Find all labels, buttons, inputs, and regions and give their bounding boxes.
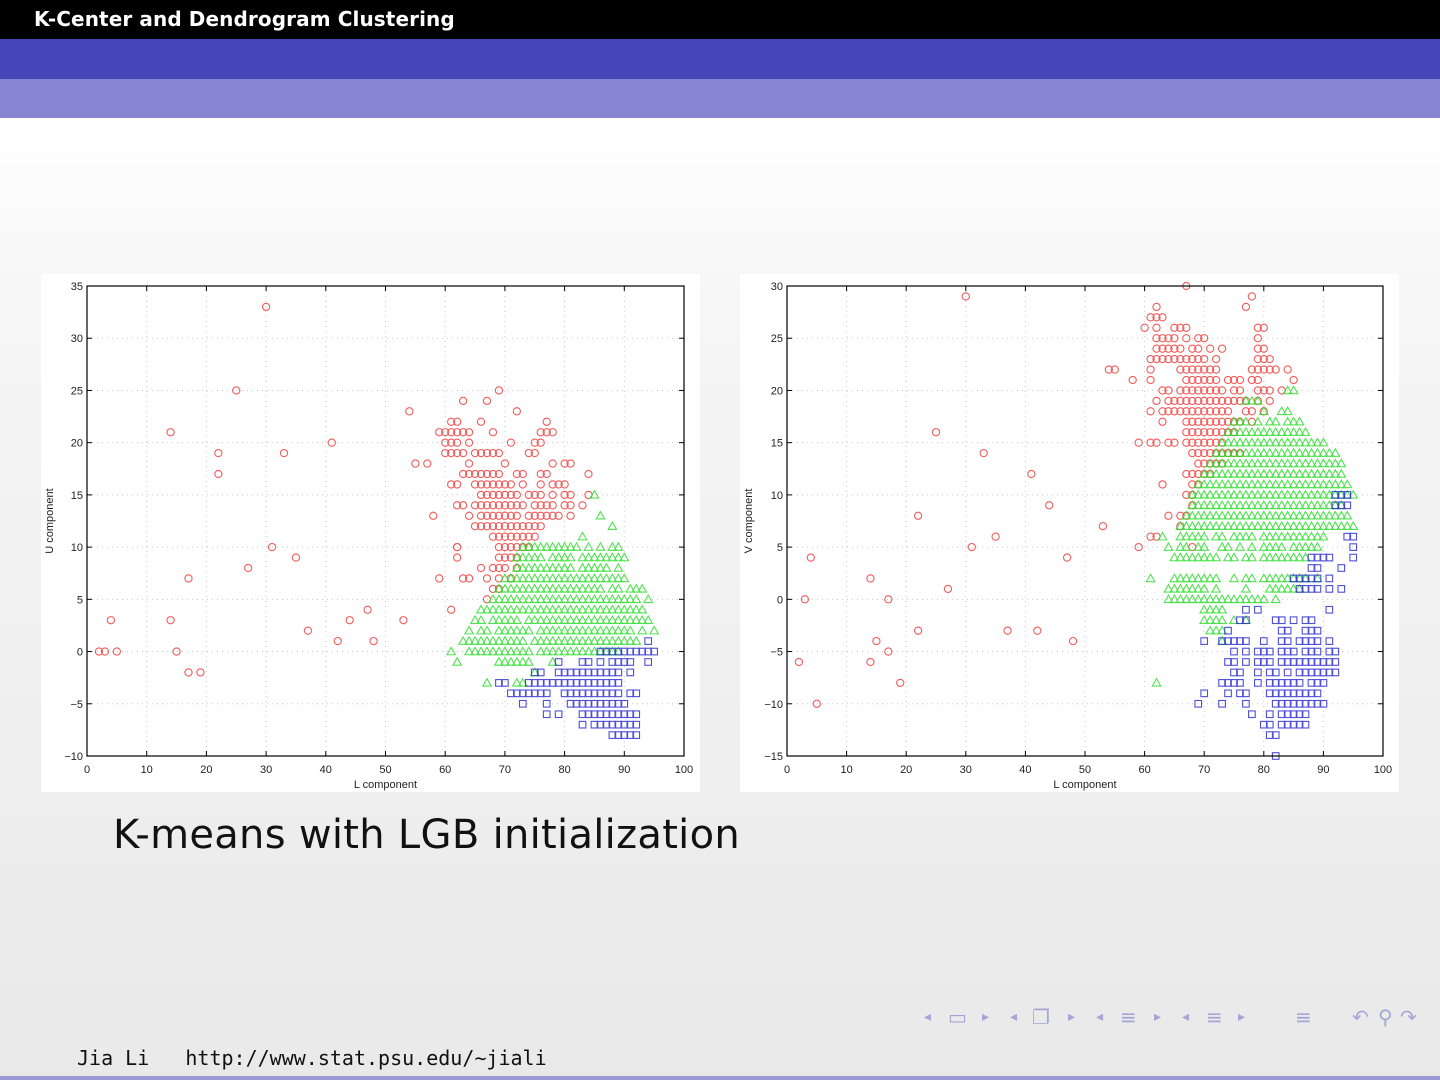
cluster-green-points bbox=[446, 489, 660, 687]
y-tick-label: 5 bbox=[777, 542, 783, 554]
y-tick-label: 10 bbox=[71, 542, 83, 554]
prev-subsection-arrow-icon[interactable]: ◂ bbox=[1010, 1009, 1018, 1025]
slide-title-bar: K-Center and Dendrogram Clustering bbox=[0, 0, 1440, 39]
undo-icon[interactable]: ↶ bbox=[1352, 1005, 1369, 1029]
footer-rule bbox=[0, 1076, 1440, 1080]
subsection-icon[interactable]: ❐ bbox=[1032, 1005, 1050, 1029]
header-band-dark bbox=[0, 39, 1440, 79]
cluster-blue-points bbox=[1194, 491, 1358, 760]
footer-url[interactable]: http://www.stat.psu.edu/∼jiali bbox=[185, 1046, 547, 1070]
x-tick-label: 10 bbox=[141, 764, 153, 776]
x-tick-label: 30 bbox=[260, 764, 272, 776]
y-tick-label: −5 bbox=[770, 647, 783, 659]
y-tick-label: 0 bbox=[77, 647, 83, 659]
prev-section-arrow-icon[interactable]: ◂ bbox=[1096, 1009, 1104, 1025]
slide-title: K-Center and Dendrogram Clustering bbox=[34, 7, 455, 31]
scatter-plot-lu-canvas: 0 10 20 30 40 50 60 70 80 90 100 −10 −5 0 5 10 15 20 25 30 3… bbox=[44, 281, 693, 791]
x-axis-label: L component bbox=[1053, 779, 1116, 791]
y-tick-label: 15 bbox=[71, 490, 83, 502]
x-tick-label: 20 bbox=[900, 764, 912, 776]
redo-icon[interactable]: ↷ bbox=[1400, 1005, 1417, 1029]
x-tick-label: 60 bbox=[439, 764, 451, 776]
scatter-plot-lu: 0 10 20 30 40 50 60 70 80 90 100 −10 −5 0 5 10 15 20 25 30 3… bbox=[41, 274, 700, 792]
next-frame-arrow-icon[interactable]: ▸ bbox=[982, 1009, 990, 1025]
x-tick-label: 40 bbox=[320, 764, 332, 776]
next-subsection-arrow-icon[interactable]: ▸ bbox=[1068, 1009, 1076, 1025]
cluster-red-points bbox=[794, 281, 1298, 708]
y-tick-label: 10 bbox=[771, 490, 783, 502]
x-tick-label: 50 bbox=[1079, 764, 1091, 776]
section-icon[interactable]: ≡ bbox=[1120, 1005, 1137, 1029]
header-band-light bbox=[0, 79, 1440, 118]
x-tick-label: 50 bbox=[379, 764, 391, 776]
y-axis-label: U component bbox=[44, 488, 56, 553]
footer-author: Jia Li bbox=[77, 1046, 150, 1070]
y-tick-label: −10 bbox=[764, 699, 783, 711]
x-tick-label: 40 bbox=[1019, 764, 1031, 776]
y-tick-label: 25 bbox=[771, 333, 783, 345]
cluster-green-points bbox=[1145, 385, 1359, 687]
x-tick-label: 60 bbox=[1138, 764, 1150, 776]
toc-icon[interactable]: ≡ bbox=[1295, 1005, 1312, 1029]
search-icon[interactable]: ⚲ bbox=[1378, 1005, 1393, 1029]
prev-document-arrow-icon[interactable]: ◂ bbox=[1182, 1009, 1190, 1025]
y-tick-label: −15 bbox=[764, 751, 783, 763]
grid-lines bbox=[87, 286, 684, 756]
y-tick-label: 30 bbox=[71, 333, 83, 345]
scatter-plot-lv: 0 10 20 30 40 50 60 70 80 90 100 −15 −10 −5 0 5 10 15 20 25… bbox=[740, 274, 1399, 792]
y-axis-label: V component bbox=[743, 489, 755, 554]
cluster-blue-points bbox=[495, 637, 658, 739]
x-tick-label: 70 bbox=[499, 764, 511, 776]
x-tick-label: 10 bbox=[840, 764, 852, 776]
x-tick-label: 100 bbox=[675, 764, 693, 776]
y-tick-label: 20 bbox=[771, 385, 783, 397]
x-tick-label: 100 bbox=[1374, 764, 1392, 776]
x-tick-label: 90 bbox=[1317, 764, 1329, 776]
x-tick-label: 80 bbox=[1258, 764, 1270, 776]
prev-frame-arrow-icon[interactable]: ◂ bbox=[924, 1009, 932, 1025]
x-tick-label: 90 bbox=[618, 764, 630, 776]
y-tick-label: 0 bbox=[777, 594, 783, 606]
x-tick-label: 0 bbox=[84, 764, 90, 776]
y-tick-label: 30 bbox=[771, 281, 783, 293]
x-tick-label: 80 bbox=[558, 764, 570, 776]
slide-caption: K-means with LGB initialization bbox=[113, 812, 741, 858]
frame-icon[interactable]: ▭ bbox=[948, 1005, 967, 1029]
x-tick-label: 0 bbox=[784, 764, 790, 776]
slide-footer: Jia Li http://www.stat.psu.edu/∼jiali bbox=[77, 1046, 547, 1070]
next-section-arrow-icon[interactable]: ▸ bbox=[1154, 1009, 1162, 1025]
y-tick-label: 5 bbox=[77, 594, 83, 606]
document-icon[interactable]: ≡ bbox=[1206, 1005, 1223, 1029]
y-tick-label: −5 bbox=[70, 699, 83, 711]
y-tick-label: 25 bbox=[71, 385, 83, 397]
x-tick-label: 20 bbox=[200, 764, 212, 776]
beamer-navigation-bar: ◂ ▭ ▸ ◂ ❐ ▸ ◂ ≡ ▸ ◂ ≡ ▸ ≡ ↶ ⚲ ↷ bbox=[920, 1004, 1430, 1030]
y-tick-label: 35 bbox=[71, 281, 83, 293]
y-tick-label: 15 bbox=[771, 438, 783, 450]
cluster-red-points bbox=[94, 302, 593, 677]
next-document-arrow-icon[interactable]: ▸ bbox=[1238, 1009, 1246, 1025]
x-tick-label: 70 bbox=[1198, 764, 1210, 776]
x-tick-label: 30 bbox=[960, 764, 972, 776]
y-tick-label: −10 bbox=[64, 751, 83, 763]
x-axis-label: L component bbox=[354, 779, 417, 791]
y-tick-label: 20 bbox=[71, 438, 83, 450]
scatter-plot-lv-canvas: 0 10 20 30 40 50 60 70 80 90 100 −15 −10 −5 0 5 10 15 20 25… bbox=[743, 281, 1392, 791]
